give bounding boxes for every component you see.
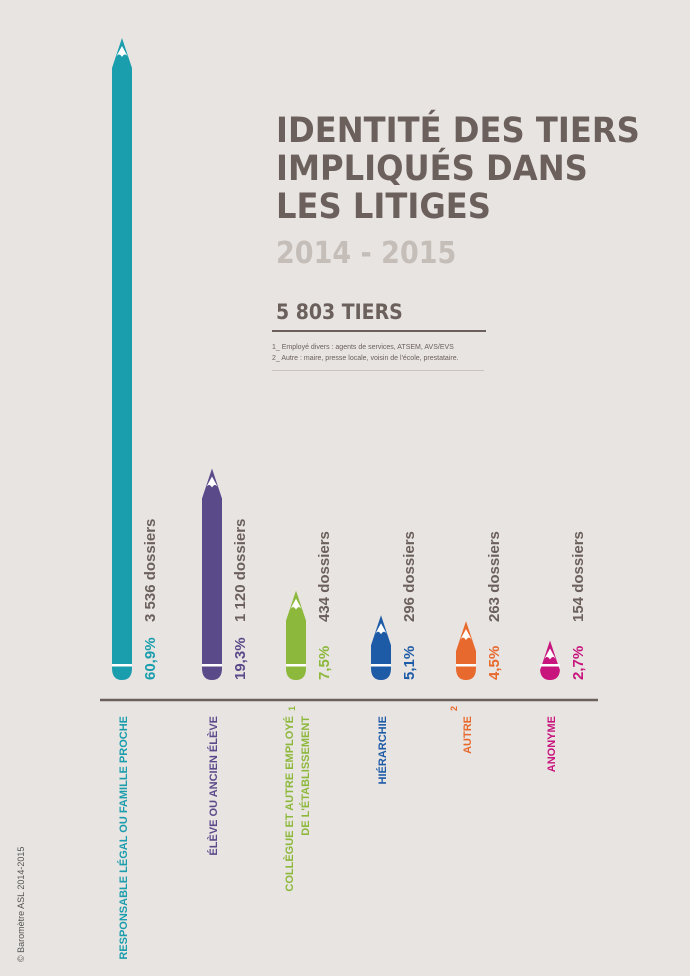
count-label-6: 154 dossiers <box>570 531 587 622</box>
pencil-tip-highlight <box>116 46 128 57</box>
category-label-2: ÉLÈVE OU ANCIEN ÉLÈVE <box>207 716 220 856</box>
pencil-body <box>112 38 132 680</box>
pencil-tip-highlight <box>460 629 472 641</box>
category-label-4: HIÉRARCHIE <box>376 716 389 784</box>
count-label-5: 263 dossiers <box>486 531 503 622</box>
category-label-1: RESPONSABLE LÉGAL OU FAMILLE PROCHE <box>117 716 130 960</box>
pencil-body <box>371 615 391 680</box>
percent-label-3: 7,5% <box>316 646 333 680</box>
percent-label-5: 4,5% <box>486 646 503 680</box>
title-line-2: IMPLIQUÉS DANS <box>276 149 588 189</box>
category-footnote-mark-3: 1 <box>287 706 297 711</box>
title-line-3: LES LITIGES <box>276 187 491 227</box>
pencil-band <box>286 664 306 667</box>
pencil-tip-highlight <box>375 623 387 635</box>
pencil-tip-highlight <box>290 598 302 610</box>
period-label: 2014 - 2015 <box>276 236 457 271</box>
pencil-band <box>371 664 391 667</box>
pencil-bar-1 <box>112 38 132 680</box>
title-line-1: IDENTITÉ DES TIERS <box>276 111 640 151</box>
percent-label-1: 60,9% <box>142 637 159 680</box>
notes-divider <box>272 370 484 371</box>
pencil-bar-2 <box>202 468 222 680</box>
category-label-3-line-1: COLLÈGUE ET AUTRE EMPLOYÉ <box>283 716 296 892</box>
percent-label-6: 2,7% <box>570 646 587 680</box>
pencil-bar-5 <box>456 621 476 680</box>
percent-label-2: 19,3% <box>232 637 249 680</box>
total-tiers: 5 803 TIERS <box>276 300 403 324</box>
category-label-5: AUTRE <box>462 716 474 754</box>
pencil-band <box>202 664 222 667</box>
category-label-6: ANONYME <box>546 716 558 772</box>
copyright: © Baromètre ASL 2014-2015 <box>16 846 26 962</box>
category-label-3-line-2: DE L'ÉTABLISSEMENT <box>299 716 312 836</box>
count-label-1: 3 536 dossiers <box>142 519 159 622</box>
pencil-tip-highlight <box>544 648 556 660</box>
category-footnote-mark-5: 2 <box>449 706 459 711</box>
footnote-2: 2_ Autre : maire, presse locale, voisin … <box>272 355 459 362</box>
count-label-4: 296 dossiers <box>401 531 418 622</box>
page-title: IDENTITÉ DES TIERS IMPLIQUÉS DANS LES LI… <box>276 112 644 226</box>
pencil-body <box>540 640 560 680</box>
count-label-2: 1 120 dossiers <box>232 519 249 622</box>
pencil-band <box>540 664 560 667</box>
pencil-bar-4 <box>371 615 391 680</box>
pencil-body <box>202 468 222 680</box>
pencil-band <box>456 664 476 667</box>
pencil-body <box>286 590 306 680</box>
pencil-band <box>112 664 132 667</box>
pencil-bar-3 <box>286 590 306 680</box>
total-divider <box>272 330 486 332</box>
pencil-tip-highlight <box>206 476 218 488</box>
percent-label-4: 5,1% <box>401 646 418 680</box>
footnote-1: 1_ Employé divers : agents de services, … <box>272 344 454 351</box>
pencil-bar-6 <box>540 640 560 680</box>
count-label-3: 434 dossiers <box>316 531 333 622</box>
